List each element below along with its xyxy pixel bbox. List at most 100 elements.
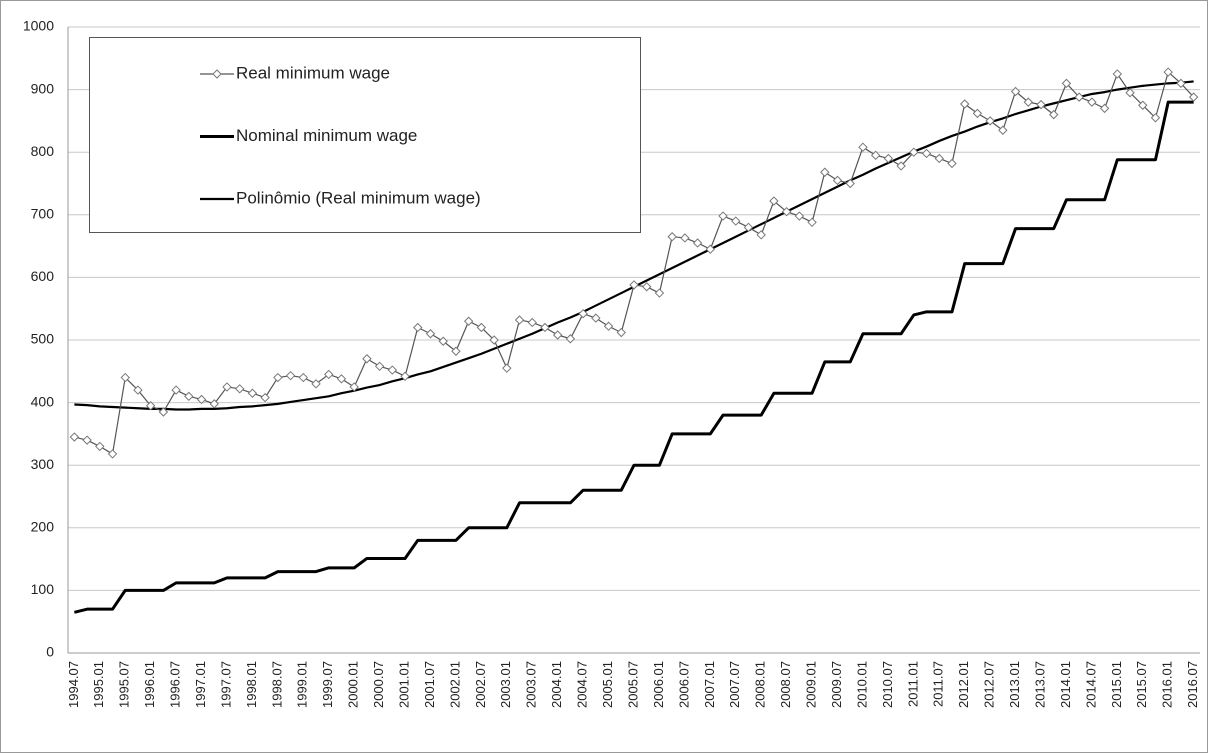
data-point [718,211,728,221]
x-tick-label: 2004.07 [575,661,590,708]
x-tick-label: 2016.01 [1160,661,1175,708]
y-tick-label: 100 [31,581,55,597]
data-point [909,147,919,157]
data-point [107,449,118,459]
data-point [260,392,270,403]
x-tick-label: 2006.07 [676,661,691,708]
data-point [654,288,665,298]
data-point [133,385,143,395]
data-point [883,153,894,164]
data-point [476,322,487,333]
data-point [1163,67,1173,77]
y-tick-label: 300 [31,456,55,472]
x-tick-label: 2008.07 [778,661,793,708]
x-tick-label: 2013.01 [1007,661,1022,708]
data-point [998,125,1008,135]
y-tick-label: 700 [31,206,55,222]
data-point [540,322,550,333]
x-tick-label: 2002.07 [473,661,488,708]
x-tick-label: 1999.01 [295,661,310,708]
series-line [74,100,1194,614]
x-tick-label: 1996.01 [142,661,157,708]
data-point [400,371,410,382]
data-point [489,335,499,345]
legend-label: Polinômio (Real minimum wage) [236,188,481,207]
data-point [552,330,563,340]
data-point [985,116,995,126]
x-tick-label: 2014.01 [1058,661,1073,708]
data-point [616,327,626,338]
x-tick-label: 2016.07 [1185,661,1200,708]
x-tick-label: 2012.07 [982,661,997,708]
data-point [298,372,309,383]
x-tick-label: 2015.07 [1134,661,1149,708]
x-tick-label: 2009.01 [804,661,819,708]
data-point [209,399,219,409]
data-point [463,316,474,326]
data-point [832,175,843,186]
x-tick-label: 2000.07 [371,661,386,708]
data-point [451,346,461,356]
data-point [425,329,436,339]
data-point [947,158,957,169]
data-point [642,282,652,292]
data-point [820,167,830,177]
x-tick-label: 1997.07 [218,661,233,708]
data-point [1099,103,1110,114]
data-point [896,161,906,171]
data-point [1061,78,1072,89]
x-tick-label: 2011.07 [931,661,946,707]
data-point [311,379,321,389]
x-tick-label: 2003.01 [498,661,513,708]
x-tick-label: 2005.01 [600,661,615,708]
x-tick-label: 2006.01 [651,661,666,708]
x-tick-label: 2012.01 [956,661,971,708]
x-tick-label: 1997.01 [193,661,208,708]
data-point [336,374,347,384]
x-tick-label: 1995.01 [91,661,106,708]
data-point [374,361,385,371]
legend: Real minimum wage Nominal minimum wage Pol… [89,37,641,233]
x-tick-label: 2010.01 [854,661,869,708]
x-tick-label: 2001.07 [422,661,437,708]
data-point [324,369,334,380]
x-tick-label: 2008.01 [753,661,768,708]
x-tick-label: 2000.01 [346,661,361,708]
data-point [1087,97,1097,107]
data-point [972,108,983,119]
data-point [756,230,766,240]
data-point [273,372,283,383]
data-point [769,196,779,206]
data-point [1074,92,1084,102]
data-point [1176,78,1186,89]
data-point [1125,88,1135,98]
data-point [959,99,970,109]
data-point [171,385,181,395]
data-point [603,321,614,331]
data-point [362,354,372,364]
data-point [807,217,817,228]
x-tick-label: 1998.07 [269,661,284,708]
y-tick-label: 1000 [23,18,54,34]
data-point [667,232,677,242]
x-tick-label: 2001.01 [396,661,411,708]
data-point [921,148,932,159]
data-point [235,384,245,394]
x-tick-label: 2003.07 [524,661,539,708]
data-point [870,150,881,161]
x-tick-label: 2009.07 [829,661,844,708]
data-point [858,142,868,152]
data-point [1188,92,1199,102]
data-point [1049,109,1059,120]
data-point [285,370,296,381]
data-point [527,317,537,328]
x-tick-label: 2007.07 [727,661,742,708]
data-point [1112,69,1123,79]
data-point [705,244,716,254]
data-point [349,382,359,392]
x-tick-label: 2004.01 [549,661,564,708]
x-tick-label: 1996.07 [168,661,183,708]
data-point [184,391,194,402]
y-tick-label: 400 [31,393,55,409]
